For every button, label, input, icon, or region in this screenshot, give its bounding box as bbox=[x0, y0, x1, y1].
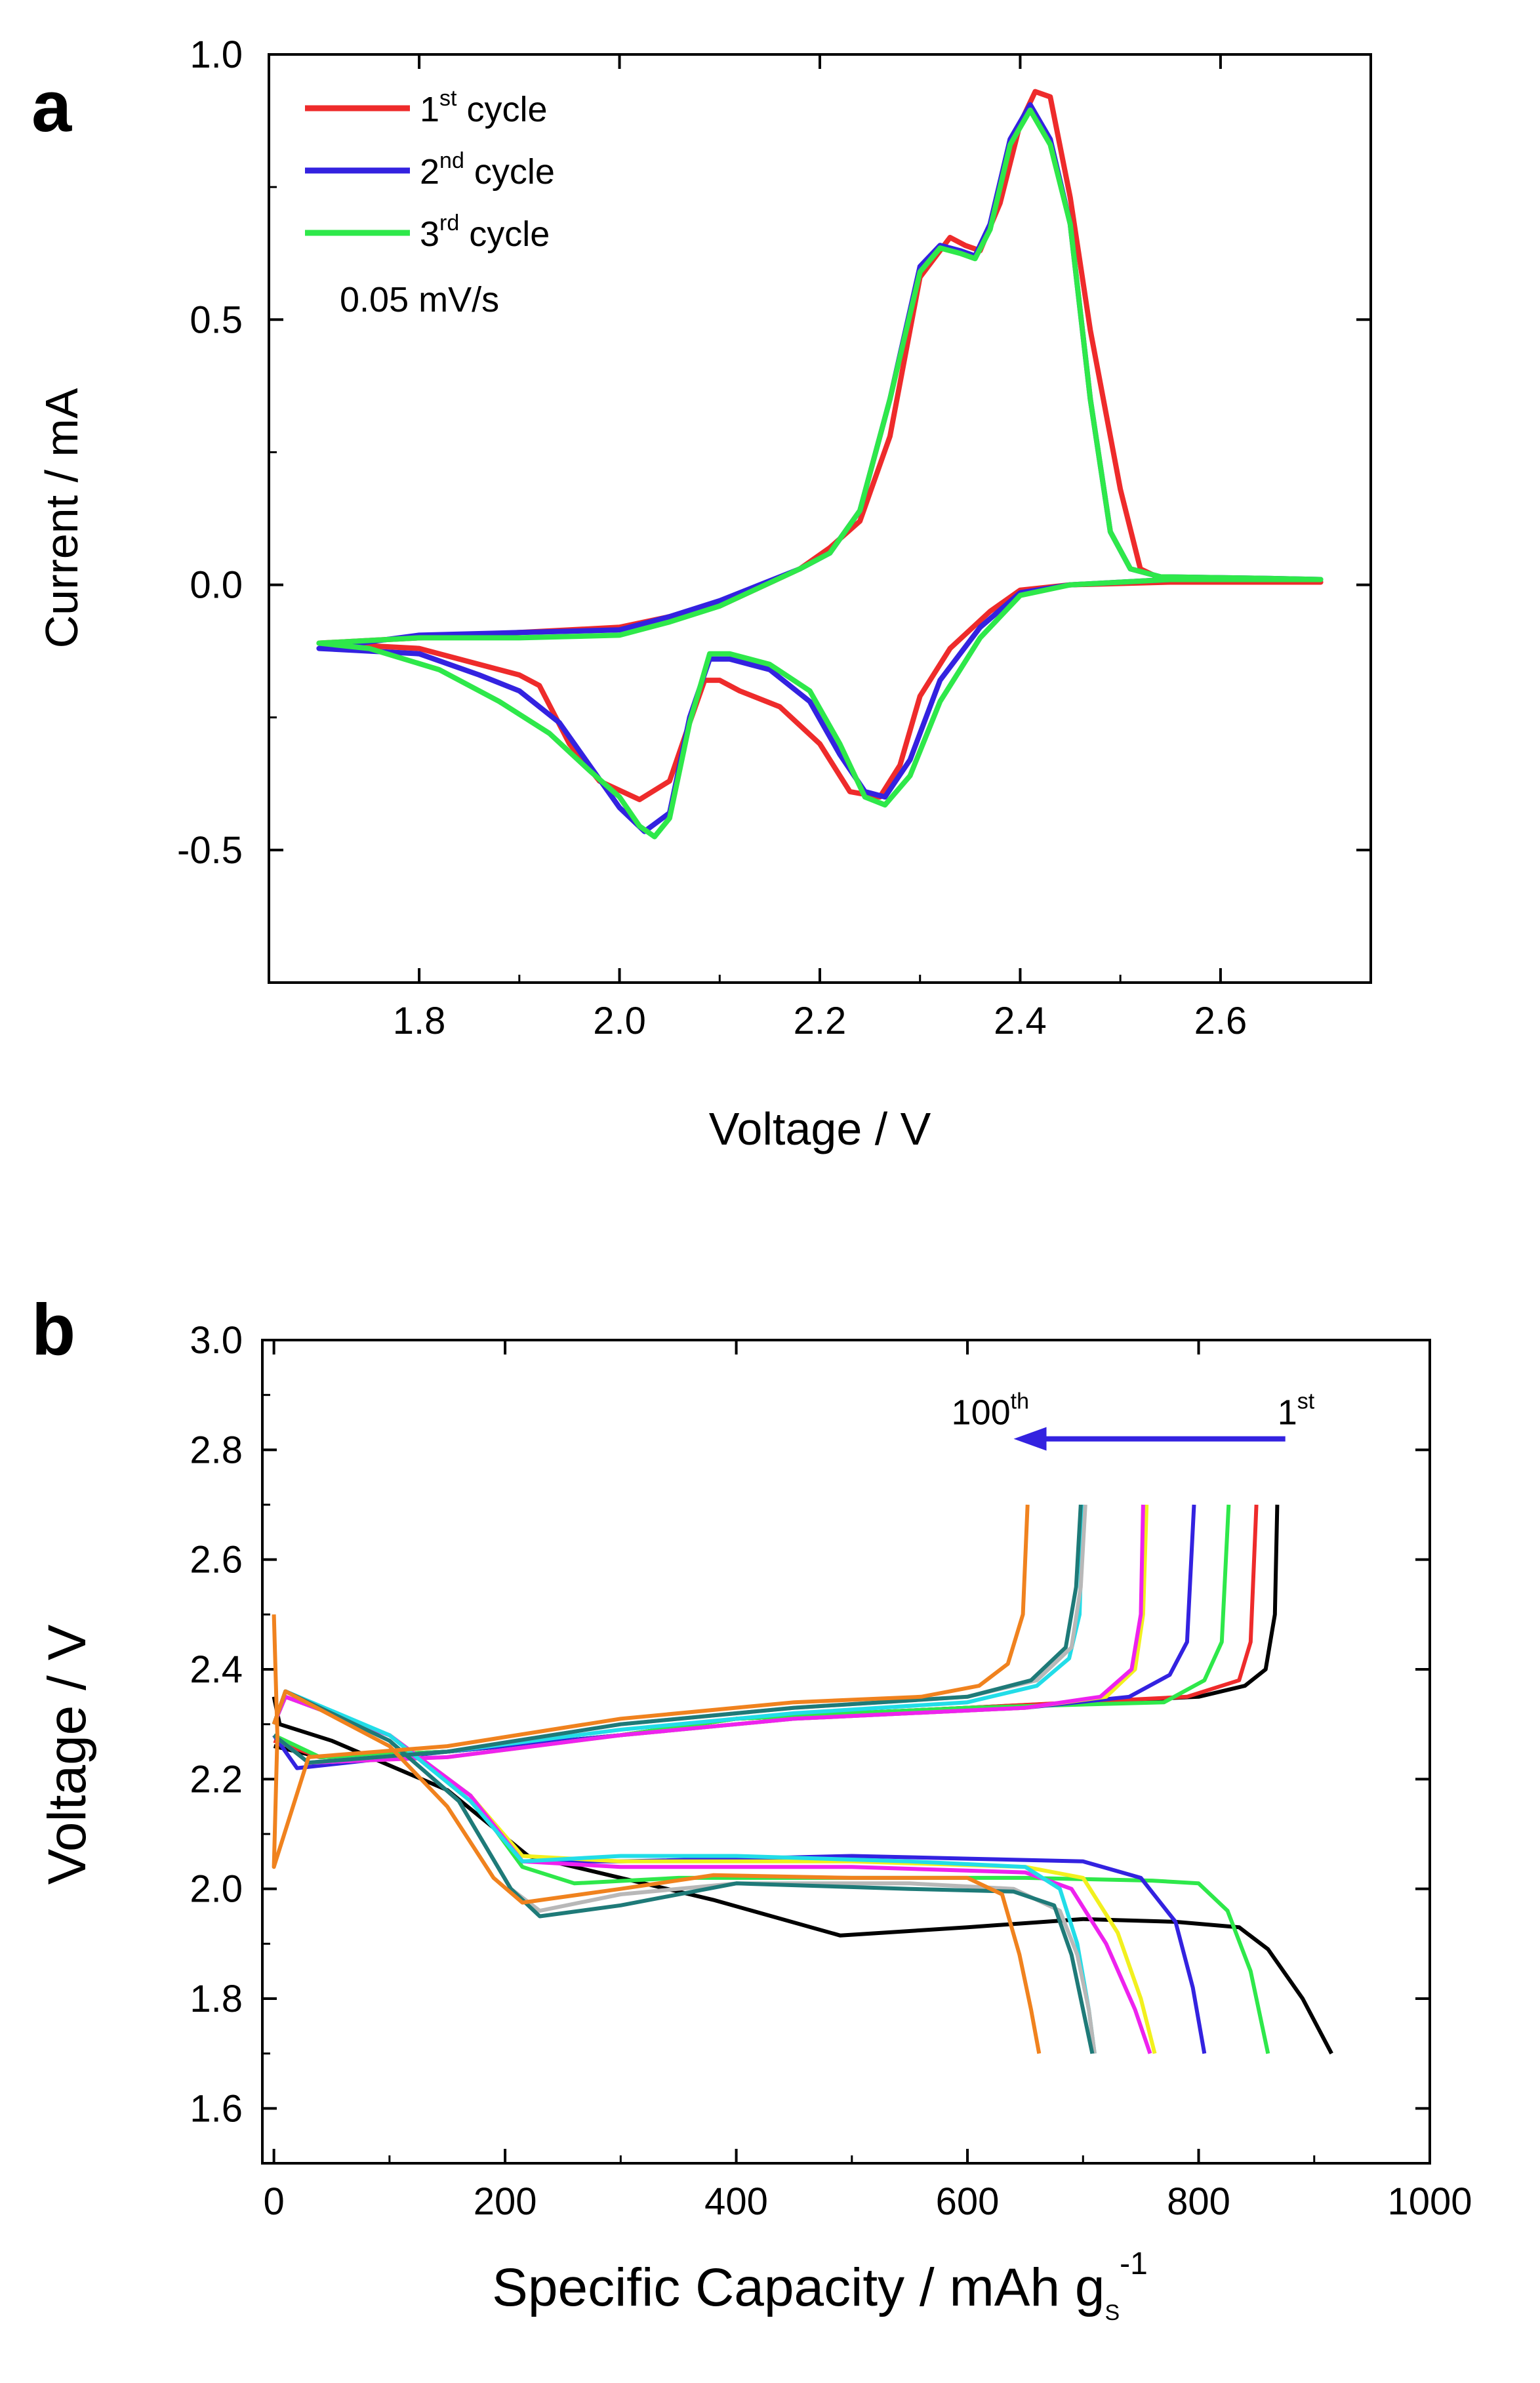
legend-label-1: 1st cycle bbox=[420, 86, 548, 129]
b-y-tick-label: 3.0 bbox=[190, 1319, 243, 1362]
cycle-number: 1 bbox=[1278, 1393, 1297, 1433]
charge-curve-cycle-magenta bbox=[272, 1504, 1145, 1765]
cycle-arrow-label-1st: 1st bbox=[1278, 1389, 1315, 1433]
b-y-tick-label: 1.6 bbox=[190, 2087, 243, 2130]
cv-curve-3rd-cycle bbox=[316, 107, 1324, 840]
b-x-tick-label: 0 bbox=[263, 2180, 284, 2223]
panel-a-x-tick-labels: 1.8 2.0 2.2 2.4 2.6 bbox=[393, 1000, 1247, 1042]
panel-a-scan-rate-annotation: 0.05 mV/s bbox=[340, 280, 499, 319]
b-y-tick-label: 2.2 bbox=[190, 1758, 243, 1801]
b-y-tick-label: 2.0 bbox=[190, 1868, 243, 1911]
cycle-arrow-head bbox=[1013, 1427, 1047, 1451]
b-x-tick-label: 1000 bbox=[1387, 2180, 1472, 2223]
discharge-curve-cycle-cyan bbox=[272, 1689, 1097, 2054]
legend-label-word: cycle bbox=[459, 214, 550, 254]
panel-a-letter: a bbox=[31, 66, 72, 147]
b-y-tick-label: 2.8 bbox=[190, 1429, 243, 1471]
b-x-tick-label: 600 bbox=[936, 2180, 1000, 2223]
a-y-tick-label: -0.5 bbox=[177, 829, 243, 872]
a-x-tick-label: 2.4 bbox=[994, 1000, 1047, 1042]
panel-a-y-tick-labels: -0.5 0.0 0.5 1.0 bbox=[177, 33, 243, 872]
panel-b: b 0 200 400 600 800 1000 1.6 1.8 2.0 2.2 2.4 2.6 2.… bbox=[31, 1290, 1472, 2325]
b-x-tick-label: 400 bbox=[704, 2180, 768, 2223]
legend-label-number: 1 bbox=[420, 90, 439, 129]
panel-a: a 1.8 2.0 2.2 2.4 2.6 -0.5 0.0 0.5 1.0 Voltage … bbox=[31, 33, 1372, 1154]
panel-b-letter: b bbox=[31, 1290, 75, 1370]
charge-curve-cycle-green bbox=[273, 1504, 1231, 1759]
legend-label-number: 2 bbox=[420, 152, 439, 192]
legend-label-word: cycle bbox=[457, 90, 548, 129]
a-x-tick-label: 2.0 bbox=[593, 1000, 646, 1042]
panel-b-x-tick-labels: 0 200 400 600 800 1000 bbox=[263, 2180, 1472, 2223]
b-y-tick-label: 2.4 bbox=[190, 1648, 243, 1691]
cycle-arrow-label-100th: 100th bbox=[952, 1389, 1029, 1433]
panel-a-y-axis-title: Current / mA bbox=[36, 388, 87, 648]
discharge-curve-cycle-100 bbox=[272, 1689, 1042, 2054]
charge-curve-cycle-teal bbox=[272, 1504, 1083, 1765]
legend-label-suffix: nd bbox=[439, 148, 464, 173]
panel-b-cycle-arrow: 100th 1st bbox=[952, 1389, 1315, 1451]
legend-label-suffix: rd bbox=[439, 211, 459, 235]
b-x-tick-label: 800 bbox=[1167, 2180, 1230, 2223]
a-x-tick-label: 1.8 bbox=[393, 1000, 446, 1042]
cycle-number: 100 bbox=[952, 1393, 1011, 1433]
legend-label-suffix: st bbox=[439, 86, 457, 111]
b-y-tick-label: 1.8 bbox=[190, 1978, 243, 2020]
legend-label-word: cycle bbox=[464, 152, 555, 192]
panel-b-y-tick-labels: 1.6 1.8 2.0 2.2 2.4 2.6 2.8 3.0 bbox=[190, 1319, 243, 2130]
a-y-tick-label: 0.0 bbox=[190, 564, 243, 607]
a-x-tick-label: 2.2 bbox=[794, 1000, 847, 1042]
cycle-suffix: st bbox=[1297, 1389, 1315, 1414]
cycle-suffix: th bbox=[1011, 1389, 1029, 1414]
panel-b-curves bbox=[272, 1504, 1333, 2055]
panel-b-frame bbox=[261, 1339, 1431, 2165]
legend-label-2: 2nd cycle bbox=[420, 148, 555, 192]
legend-label-number: 3 bbox=[420, 214, 439, 254]
a-y-tick-label: 0.5 bbox=[190, 298, 243, 341]
charge-curve-cycle-100 bbox=[272, 1504, 1030, 1869]
b-x-tick-label: 200 bbox=[474, 2180, 537, 2223]
a-x-tick-label: 2.6 bbox=[1194, 1000, 1247, 1042]
panel-b-y-axis-title: Voltage / V bbox=[37, 1624, 97, 1884]
panel-b-x-axis-title: Specific Capacity / mAh gS-1 bbox=[492, 2247, 1148, 2325]
a-y-tick-label: 1.0 bbox=[190, 33, 243, 76]
legend-label-3: 3rd cycle bbox=[420, 211, 550, 254]
b-y-tick-label: 2.6 bbox=[190, 1539, 243, 1581]
panel-a-x-axis-title: Voltage / V bbox=[709, 1103, 931, 1154]
panel-a-frame bbox=[268, 53, 1372, 984]
panel-a-curves bbox=[316, 89, 1324, 840]
